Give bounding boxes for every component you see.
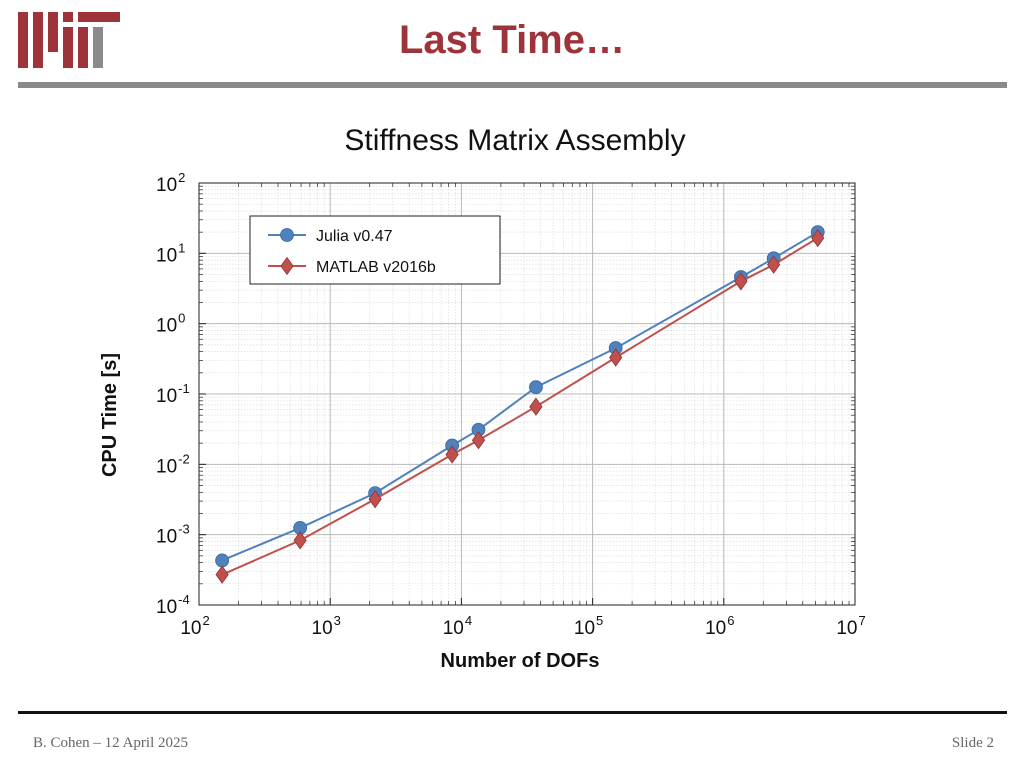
x-tick-exponent: 3 — [334, 613, 341, 628]
x-tick-exponent: 4 — [465, 613, 472, 628]
legend-label: Julia v0.47 — [316, 228, 393, 245]
y-tick-label: 102 — [156, 170, 185, 196]
x-tick-exponent: 6 — [727, 613, 734, 628]
series-layer — [215, 225, 825, 584]
y-tick-label: 100 — [156, 311, 185, 337]
legend-item: Julia v0.47 — [268, 228, 393, 245]
x-tick-label: 106 — [705, 613, 734, 639]
data-point — [471, 431, 486, 450]
footer-divider — [18, 711, 1007, 714]
axis-ticks — [198, 182, 856, 606]
data-point — [445, 445, 459, 464]
y-tick-label: 10-4 — [156, 592, 190, 618]
cpu-time-chart: Stiffness Matrix Assembly 102 103 104 105 10… — [99, 124, 866, 672]
data-point — [529, 380, 543, 395]
footer-slide-number: Slide 2 — [951, 735, 994, 751]
data-point — [215, 553, 230, 568]
y-axis-label: CPU Time [s] — [99, 353, 121, 477]
data-point — [811, 228, 825, 248]
series-line — [221, 237, 819, 576]
data-point — [368, 489, 382, 509]
legend-marker — [280, 256, 294, 276]
y-tick-exponent: 2 — [178, 170, 185, 185]
legend: Julia v0.47 MATLAB v2016b — [249, 215, 501, 285]
y-tick-exponent: 0 — [178, 311, 185, 326]
y-tick-exponent: -2 — [178, 451, 190, 466]
y-tick-exponent: -1 — [178, 381, 190, 396]
mit-logo — [18, 12, 120, 68]
x-tick-label: 103 — [312, 613, 341, 639]
data-point — [609, 348, 623, 367]
legend-marker — [280, 228, 294, 242]
series-line — [221, 231, 819, 562]
legend-item: MATLAB v2016b — [268, 256, 436, 276]
x-axis-label: Number of DOFs — [441, 650, 600, 672]
series-matlab — [215, 228, 825, 584]
x-tick-label: 107 — [836, 613, 865, 639]
legend-box — [249, 215, 501, 285]
y-tick-exponent: -4 — [178, 592, 190, 607]
x-tick-exponent: 2 — [202, 613, 209, 628]
y-tick-exponent: 1 — [178, 240, 185, 255]
data-point — [529, 397, 543, 416]
x-tick-exponent: 5 — [596, 613, 603, 628]
x-tick-label: 104 — [443, 613, 472, 639]
x-tick-labels: 102 103 104 105 106 107 — [180, 613, 865, 639]
header-divider — [18, 82, 1007, 88]
slide-title: Last Time… — [399, 18, 625, 62]
data-point — [215, 565, 229, 584]
y-tick-label: 10-1 — [156, 381, 190, 407]
data-point — [734, 272, 748, 291]
x-tick-exponent: 7 — [858, 613, 865, 628]
footer-author-date: B. Cohen – 12 April 2025 — [33, 735, 189, 751]
x-tick-label: 102 — [180, 613, 209, 639]
data-point — [767, 255, 781, 274]
x-tick-label: 105 — [574, 613, 603, 639]
y-tick-label: 10-2 — [156, 451, 190, 477]
y-tick-exponent: -3 — [178, 522, 190, 537]
y-tick-label: 101 — [156, 240, 185, 266]
chart-title: Stiffness Matrix Assembly — [344, 124, 685, 157]
legend-label: MATLAB v2016b — [316, 259, 436, 276]
y-tick-label: 10-3 — [156, 522, 190, 548]
data-point — [293, 531, 307, 550]
